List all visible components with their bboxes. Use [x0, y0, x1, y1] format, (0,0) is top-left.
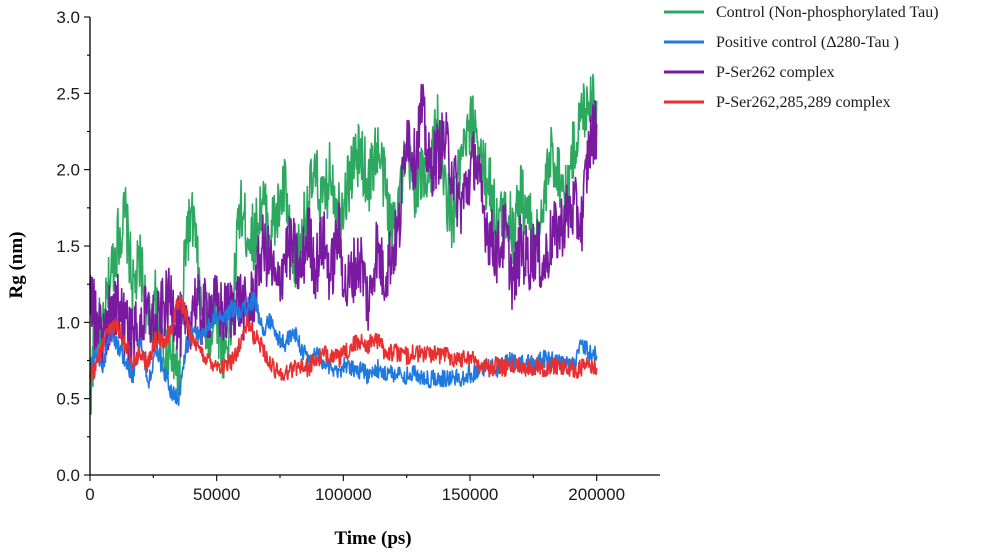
y-tick-label: 2.0: [56, 161, 80, 180]
x-tick-label: 200000: [568, 485, 625, 504]
x-tick-label: 100000: [315, 485, 372, 504]
y-ticks: 0.0 0.5 1.0 1.5 2.0 2.5 3.0: [56, 8, 90, 485]
x-tick-label: 50000: [193, 485, 240, 504]
x-tick-label: 150000: [442, 485, 499, 504]
y-tick-label: 1.5: [56, 237, 80, 256]
y-axis-title: Rg (nm): [6, 231, 27, 298]
y-tick-label: 0.0: [56, 466, 80, 485]
y-tick-label: 3.0: [56, 8, 80, 27]
legend-label: P-Ser262,285,289 complex: [716, 94, 891, 111]
series-layer: [89, 73, 598, 415]
plot-area: 0.0 0.5 1.0 1.5 2.0 2.5 3.0 0 50000 100000 150000…: [56, 8, 660, 504]
legend-label: Control (Non-phosphorylated Tau): [716, 4, 939, 21]
series-line: [89, 295, 598, 384]
y-tick-label: 0.5: [56, 390, 80, 409]
legend-label: P-Ser262 complex: [716, 64, 835, 81]
legend-label: Positive control (Δ280-Tau ): [716, 34, 899, 51]
y-tick-label: 2.5: [56, 84, 80, 103]
series-line: [89, 291, 598, 406]
legend: Control (Non-phosphorylated Tau) Positive…: [664, 4, 939, 111]
series-line: [89, 73, 598, 415]
x-ticks: 0 50000 100000 150000 200000: [85, 475, 625, 504]
x-tick-label: 0: [85, 485, 94, 504]
y-tick-label: 1.0: [56, 313, 80, 332]
x-axis-title: Time (ps): [334, 528, 411, 549]
